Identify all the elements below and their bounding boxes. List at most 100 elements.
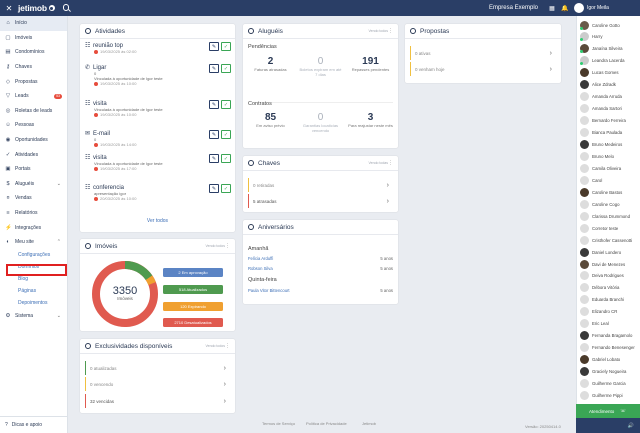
search-icon[interactable] xyxy=(62,4,71,12)
sidebar-item-aluguéis[interactable]: $ Aluguéis ⌄ xyxy=(0,177,67,192)
more-icon[interactable]: ⋮ xyxy=(388,160,393,166)
activity-item[interactable]: ✆ Ligar 0 Vinculada à oportunidade de Igor … xyxy=(85,64,231,86)
propostas-row[interactable]: 0 venham hoje › xyxy=(410,62,556,76)
user-name[interactable]: Igor Meila xyxy=(587,5,609,11)
footer-link-termos[interactable]: Termos de Serviço xyxy=(262,421,296,426)
contact-item[interactable]: Elizandro CR xyxy=(577,306,639,318)
sidebar-item-atividades[interactable]: ✓ Atividades xyxy=(0,147,67,162)
sidebar-item-portais[interactable]: ▣ Portais xyxy=(0,162,67,177)
sidebar-subitem[interactable]: Páginas xyxy=(18,287,37,294)
contact-item[interactable]: Leandra Lacerda xyxy=(577,55,639,67)
complete-button[interactable]: ✓ xyxy=(221,154,231,163)
stat-stats2-0[interactable]: 85 Em aviso prévio xyxy=(248,112,293,128)
more-icon[interactable]: ⋮ xyxy=(225,243,230,249)
legend-expirando[interactable]: 120 Expirando xyxy=(163,302,223,311)
activity-item[interactable]: ✉ E-mail 0 19/03/2025 às 14:00 ✎ ✓ xyxy=(85,130,231,147)
more-icon[interactable]: ⋮ xyxy=(388,28,393,34)
contact-item[interactable]: Fernanda Bragamolo xyxy=(577,330,639,342)
sidebar-item-pessoas[interactable]: ☺ Pessoas xyxy=(0,118,67,133)
exclusividade-row[interactable]: 0 vencendo › xyxy=(85,377,230,391)
person-link[interactable]: Paula Vitor Bittencourt xyxy=(248,288,290,293)
stat-stats1-1[interactable]: 0 Boletos expiram em até 7 dias xyxy=(298,56,343,77)
sidebar-item-relatórios[interactable]: ≡ Relatórios xyxy=(0,206,67,221)
contact-item[interactable]: Caroline Bastos xyxy=(577,186,639,198)
sidebar-subitem[interactable]: Depoimentos xyxy=(18,299,48,306)
contact-item[interactable]: Amanda Arruda xyxy=(577,91,639,103)
stat-stats1-0[interactable]: 2 Faturas atrasadas xyxy=(248,56,293,72)
sidebar-subitem[interactable]: Configurações xyxy=(18,252,51,259)
contact-item[interactable]: Graciely Nogueira xyxy=(577,366,639,378)
view-all-label[interactable]: Vendo todos xyxy=(368,29,388,33)
see-all-link[interactable]: Ver todos xyxy=(146,218,169,224)
edit-button[interactable]: ✎ xyxy=(209,64,219,73)
sidebar-item-condomínios[interactable]: ▤ Condomínios xyxy=(0,45,67,60)
person-link[interactable]: Felícia Arduffi xyxy=(248,256,274,261)
exclusividade-row[interactable]: 32 vencidas › xyxy=(85,394,230,408)
contact-item[interactable]: Alice Zdradk xyxy=(577,79,639,91)
contact-item[interactable]: Janaína Silveira xyxy=(577,43,639,55)
contact-item[interactable]: Bruno Melo xyxy=(577,150,639,162)
edit-button[interactable]: ✎ xyxy=(209,100,219,109)
edit-button[interactable]: ✎ xyxy=(209,184,219,193)
sidebar-subitem[interactable]: Blog xyxy=(18,275,29,282)
sidebar-subitem[interactable]: Domínios xyxy=(18,264,40,271)
contact-item[interactable]: Eduarda Branchi xyxy=(577,294,639,306)
contact-item[interactable]: Lucas Gomes xyxy=(577,67,639,79)
brand-logo[interactable]: jetimob xyxy=(18,3,55,13)
legend-em-aprovacao[interactable]: 2 Em aprovação xyxy=(163,268,223,277)
contact-item[interactable]: Cristhofer Cassenotti xyxy=(577,234,639,246)
view-all-label[interactable]: Vendo todos xyxy=(205,344,225,348)
bell-icon[interactable]: 🔔 xyxy=(561,5,569,12)
sidebar-item-roletas-de-leads[interactable]: ◎ Roletas de leads xyxy=(0,104,67,119)
activity-item[interactable]: ☷ reunião top 19/03/2025 às 02:00 ✎ ✓ xyxy=(85,42,231,54)
edit-button[interactable]: ✎ xyxy=(209,154,219,163)
contact-item[interactable]: Caroline Gotto xyxy=(577,19,639,31)
person-link[interactable]: Robson Silva xyxy=(248,266,273,271)
contact-item[interactable]: Débora Vitória xyxy=(577,282,639,294)
contact-item[interactable]: Daniel Londero xyxy=(577,246,639,258)
contact-item[interactable]: Caroline Cogo xyxy=(577,198,639,210)
legend-desatualizados[interactable]: 2710 Desatualizados xyxy=(163,318,223,327)
contact-item[interactable]: Harry xyxy=(577,31,639,43)
more-icon[interactable]: ⋮ xyxy=(225,343,230,349)
sidebar-item-integrações[interactable]: ⚡ Integrações xyxy=(0,220,67,235)
contact-item[interactable]: Bruno Medeiros xyxy=(577,139,639,151)
complete-button[interactable]: ✓ xyxy=(221,42,231,51)
contact-item[interactable]: Bianca Paulada xyxy=(577,127,639,139)
sidebar-item-início[interactable]: ⌂ Início xyxy=(0,16,67,31)
legend-atualizados[interactable]: 518 Atualizados xyxy=(163,285,223,294)
propostas-row[interactable]: 0 ativas › xyxy=(410,46,556,60)
contact-item[interactable]: Bernardo Ferreira xyxy=(577,115,639,127)
exclusividade-row[interactable]: 0 atualizadas › xyxy=(85,361,230,375)
complete-button[interactable]: ✓ xyxy=(221,64,231,73)
atendimento-bar[interactable]: Atendimento ☏ xyxy=(576,404,640,418)
contact-item[interactable]: Amanda Sartori xyxy=(577,103,639,115)
sidebar-item-imóveis[interactable]: ▢ Imóveis xyxy=(0,31,67,46)
contact-item[interactable]: Guilherme Garcia xyxy=(577,378,639,390)
contact-item[interactable]: Carol xyxy=(577,174,639,186)
edit-button[interactable]: ✎ xyxy=(209,130,219,139)
activity-item[interactable]: ☷ conferencia apresentação igor 20/03/2025 … xyxy=(85,184,231,201)
edit-button[interactable]: ✎ xyxy=(209,42,219,51)
avatar[interactable] xyxy=(574,3,584,13)
contact-item[interactable]: Guilherme Pippi xyxy=(577,389,639,401)
chaves-row[interactable]: 5 atrasadas › xyxy=(248,194,393,208)
chaves-row[interactable]: 0 retiradas › xyxy=(248,178,393,192)
contact-item[interactable]: Deiva Rodrigues xyxy=(577,270,639,282)
close-menu-icon[interactable]: ✕ xyxy=(5,3,13,13)
footer-link-jetimob[interactable]: Jetimob xyxy=(362,421,377,426)
contact-item[interactable]: Fernando Benesenger xyxy=(577,342,639,354)
help-link[interactable]: ? Dicas e apoio xyxy=(0,416,68,433)
chat-controls[interactable]: 🔊 xyxy=(576,418,640,433)
sidebar-item-meu-site[interactable]: ◐ Meu site ⌃ xyxy=(0,235,67,250)
sound-icon[interactable]: 🔊 xyxy=(627,422,634,429)
stat-stats2-2[interactable]: 3 Para reajustar neste mês xyxy=(348,112,393,128)
contact-item[interactable]: Camila Oliveira xyxy=(577,162,639,174)
contact-item[interactable]: Eric Leal xyxy=(577,318,639,330)
stat-stats1-2[interactable]: 191 Repasses pendentes xyxy=(348,56,393,72)
sidebar-item-leads[interactable]: ▽ Leads 53 xyxy=(0,89,67,104)
contact-item[interactable]: Davi de Menezes xyxy=(577,258,639,270)
activity-item[interactable]: ☷ visita Vinculada à oportunidade de Igor … xyxy=(85,154,231,171)
stat-stats2-1[interactable]: 0 Garantias locatícias vencendo xyxy=(298,112,343,133)
view-all-label[interactable]: Vendo todas xyxy=(368,161,388,165)
